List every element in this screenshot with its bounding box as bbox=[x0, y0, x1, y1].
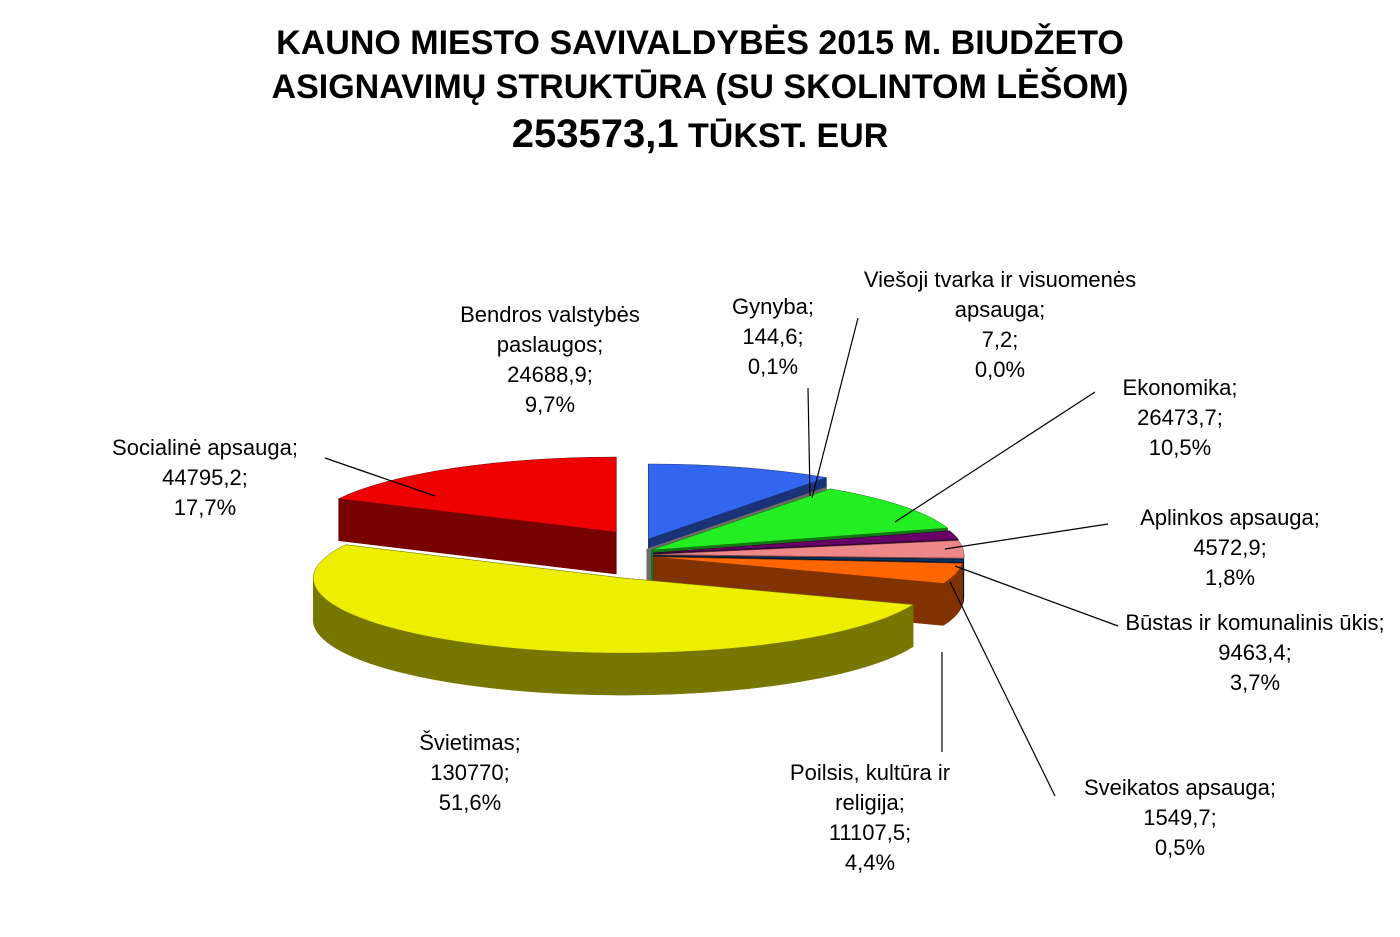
slice bbox=[312, 544, 914, 654]
label-percent: 4,4% bbox=[844, 850, 896, 875]
label-percent: 17,7% bbox=[173, 495, 237, 520]
slice bbox=[653, 540, 965, 559]
slice bbox=[653, 555, 964, 563]
slice-label: Švietimas; 130770; 51,6% bbox=[390, 728, 550, 818]
leader-line bbox=[324, 457, 436, 497]
label-percent: 0,1% bbox=[747, 354, 799, 379]
slice bbox=[646, 487, 826, 550]
subtitle: 253573,1 TŪKST. EUR bbox=[0, 112, 1400, 157]
slice-label: Aplinkos apsauga; 4572,9; 1,8% bbox=[1110, 503, 1350, 593]
label-value: 4572,9; bbox=[1193, 535, 1267, 560]
label-name: Poilsis, kultūra ir religija; bbox=[789, 760, 951, 815]
slice-side bbox=[962, 559, 964, 605]
label-value: 9463,4; bbox=[1218, 640, 1292, 665]
slice-label: Viešoji tvarka ir visuomenės apsauga; 7,2… bbox=[860, 265, 1140, 385]
label-name: Būstas ir komunalinis ūkis; bbox=[1125, 610, 1385, 635]
label-value: 7,2; bbox=[981, 327, 1019, 352]
title-line: KAUNO MIESTO SAVIVALDYBĖS 2015 M. BIUDŽE… bbox=[276, 24, 1124, 62]
label-name: Gynyba; bbox=[732, 294, 814, 319]
label-percent: 0,0% bbox=[974, 357, 1026, 382]
leader-line bbox=[894, 391, 1096, 523]
label-value: 44795,2; bbox=[162, 465, 248, 490]
leader-line bbox=[807, 387, 811, 497]
label-name: Socialinė apsauga; bbox=[112, 435, 298, 460]
label-name: Bendros valstybės paslaugos; bbox=[460, 302, 640, 357]
slice-label: Gynyba; 144,6; 0,1% bbox=[713, 292, 833, 382]
label-percent: 0,5% bbox=[1154, 835, 1206, 860]
label-name: Sveikatos apsauga; bbox=[1083, 775, 1277, 800]
slice-label: Sveikatos apsauga; 1549,7; 0,5% bbox=[1050, 773, 1310, 863]
slice bbox=[648, 463, 827, 540]
label-percent: 3,7% bbox=[1229, 670, 1281, 695]
label-name: Švietimas; bbox=[419, 730, 521, 755]
label-name: Aplinkos apsauga; bbox=[1140, 505, 1320, 530]
label-value: 130770; bbox=[430, 760, 510, 785]
label-percent: 9,7% bbox=[524, 392, 576, 417]
label-percent: 10,5% bbox=[1148, 435, 1212, 460]
slice-label: Būstas ir komunalinis ūkis; 9463,4; 3,7% bbox=[1115, 608, 1395, 698]
slice bbox=[653, 530, 959, 554]
slice bbox=[651, 488, 949, 551]
leader-line bbox=[954, 565, 1119, 627]
label-name: Ekonomika; bbox=[1122, 375, 1238, 400]
label-value: 1549,7; bbox=[1143, 805, 1217, 830]
leader-line bbox=[811, 317, 859, 499]
label-name: Viešoji tvarka ir visuomenės apsauga; bbox=[863, 267, 1137, 322]
title-line: ASIGNAVIMŲ STRUKTŪRA (SU SKOLINTOM LĖŠOM… bbox=[271, 68, 1129, 106]
label-value: 26473,7; bbox=[1137, 405, 1223, 430]
label-percent: 1,8% bbox=[1204, 565, 1256, 590]
total: 253573,1 bbox=[511, 112, 679, 156]
total-unit: TŪKST. EUR bbox=[688, 117, 889, 155]
slice-label: Ekonomika; 26473,7; 10,5% bbox=[1100, 373, 1260, 463]
leader-line bbox=[944, 523, 1109, 550]
slice-label: Bendros valstybės paslaugos; 24688,9; 9,7% bbox=[425, 300, 675, 420]
leader-line bbox=[949, 581, 1056, 797]
label-value: 11107,5; bbox=[828, 820, 912, 845]
label-percent: 51,6% bbox=[438, 790, 502, 815]
label-value: 24688,9; bbox=[507, 362, 593, 387]
label-value: 144,6; bbox=[742, 324, 804, 349]
slice bbox=[653, 556, 963, 584]
slice-label: Socialinė apsauga; 44795,2; 17,7% bbox=[80, 433, 330, 523]
slice bbox=[337, 456, 617, 533]
slice-label: Poilsis, kultūra ir religija; 11107,5; 4,4… bbox=[755, 758, 985, 878]
